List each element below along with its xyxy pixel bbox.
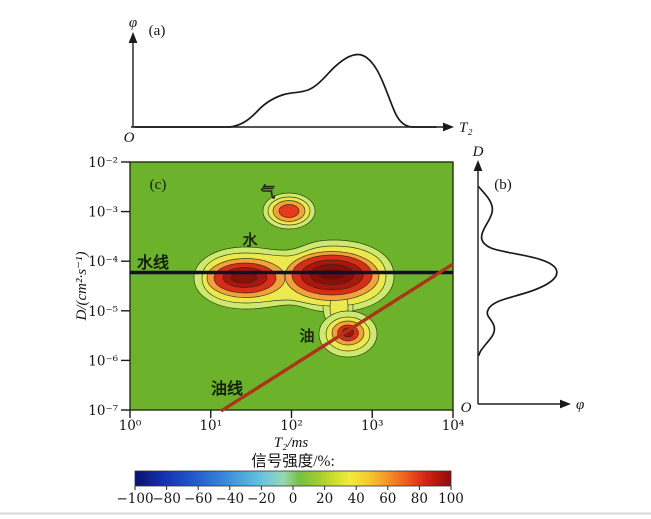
y-tick-label: 10⁻⁷ bbox=[88, 403, 118, 419]
colorbar-tick-label: 0 bbox=[289, 491, 298, 507]
colorbar-tick-label: 100 bbox=[438, 491, 464, 507]
oil-line-label: 油线 bbox=[211, 379, 243, 398]
panel-a-x-arrowhead-icon bbox=[443, 122, 454, 132]
x-tick-label: 10² bbox=[280, 418, 303, 434]
colorbar-title: 信号强度/%: bbox=[251, 452, 335, 470]
colorbar-tick-label: −80 bbox=[152, 491, 181, 507]
colorbar-tick-marks bbox=[134, 486, 452, 490]
water-line-label: 水线 bbox=[137, 253, 169, 272]
colorbar-tick-label: 80 bbox=[411, 491, 428, 507]
oil-label: 油 bbox=[299, 327, 314, 345]
panel-c-x-tick-labels: 10⁰ 10¹ 10² 10³ 10⁴ bbox=[119, 418, 465, 434]
colorbar-tick-label: 20 bbox=[316, 491, 333, 507]
gas-peak-contours bbox=[262, 192, 316, 230]
y-tick-label: 10⁻² bbox=[88, 155, 118, 171]
oil-reference-line bbox=[220, 262, 454, 413]
x-tick-label: 10³ bbox=[361, 418, 384, 434]
y-tick-label: 10⁻⁵ bbox=[88, 304, 118, 320]
y-tick-label: 10⁻⁶ bbox=[88, 353, 118, 369]
colorbar-tick-label: −40 bbox=[216, 491, 245, 507]
panel-a-tag: (a) bbox=[149, 23, 166, 39]
gas-label: 气 bbox=[259, 183, 275, 201]
panel-b-x-arrowhead-icon bbox=[560, 399, 571, 409]
panel-b-y-axis-label: D bbox=[472, 144, 484, 160]
panel-a-y-arrowhead-icon bbox=[128, 32, 138, 43]
gas-contour-red-core bbox=[278, 204, 300, 218]
d-distribution-curve bbox=[478, 186, 558, 356]
panel-c-x-axis-label: T₂/ms bbox=[274, 435, 309, 451]
panel-b-d-marginal: D (b) φ O bbox=[461, 144, 585, 416]
t2-distribution-curve bbox=[134, 53, 437, 128]
water-label: 水 bbox=[242, 231, 258, 249]
panel-a-origin-label: O bbox=[124, 130, 135, 146]
colorbar-tick-label: 60 bbox=[379, 491, 396, 507]
x-tick-label: 10⁰ bbox=[119, 418, 142, 434]
panel-c-y-axis-label: D/(cm²·s⁻¹) bbox=[74, 252, 90, 322]
panel-b-tag: (b) bbox=[494, 177, 512, 193]
panel-c-y-ticks bbox=[121, 161, 130, 411]
panel-c-tag: (c) bbox=[150, 177, 167, 193]
y-tick-label: 10⁻³ bbox=[88, 205, 118, 221]
panel-c-contour-map: (c) 气 水 水线 油 油线 10⁻² 10⁻³ 10⁻⁴ 10⁻⁵ 10⁻⁶… bbox=[74, 155, 464, 451]
panel-a-y-axis-label: φ bbox=[129, 15, 137, 31]
panel-c-y-tick-labels: 10⁻² 10⁻³ 10⁻⁴ 10⁻⁵ 10⁻⁶ 10⁻⁷ bbox=[88, 155, 118, 419]
panel-b-y-arrowhead-icon bbox=[473, 160, 483, 171]
y-tick-label: 10⁻⁴ bbox=[88, 254, 118, 270]
panel-b-x-axis-label: φ bbox=[576, 397, 584, 413]
panel-c-x-ticks bbox=[129, 410, 454, 418]
colorbar-tick-label: −20 bbox=[247, 491, 276, 507]
colorbar-tick-label: −60 bbox=[184, 491, 213, 507]
x-tick-label: 10⁴ bbox=[442, 418, 465, 434]
panel-a-x-axis-label: T₂ bbox=[459, 120, 473, 136]
colorbar: 信号强度/%: −100 −80 −60 −40 −20 0 20 40 60 … bbox=[116, 452, 463, 507]
colorbar-tick-label: 40 bbox=[348, 491, 365, 507]
panel-b-origin-label: O bbox=[461, 400, 472, 416]
colorbar-tick-label: −100 bbox=[116, 491, 153, 507]
x-tick-label: 10¹ bbox=[199, 418, 222, 434]
panel-a-t2-marginal: φ (a) T₂ O bbox=[124, 15, 473, 146]
colorbar-gradient bbox=[134, 470, 452, 487]
colorbar-tick-labels: −100 −80 −60 −40 −20 0 20 40 60 80 100 bbox=[116, 491, 463, 507]
